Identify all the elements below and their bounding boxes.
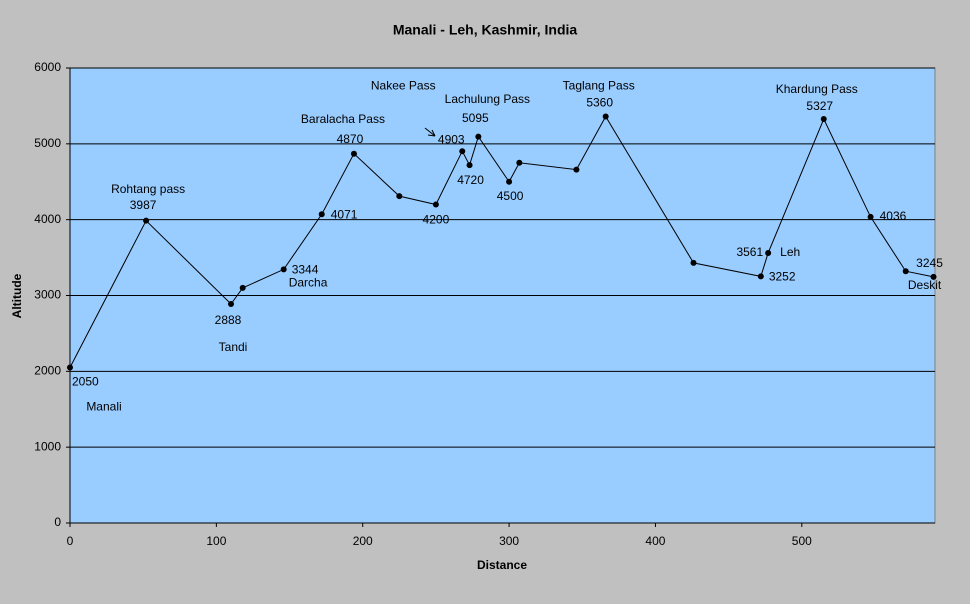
y-tick-label: 3000 <box>34 288 61 302</box>
place-label: Lachulung Pass <box>445 92 530 106</box>
y-tick-label: 2000 <box>34 364 61 378</box>
x-tick-label: 200 <box>353 534 373 548</box>
point <box>820 116 827 123</box>
point <box>930 273 937 280</box>
point <box>757 273 764 280</box>
place-label: Darcha <box>289 276 328 290</box>
data-label: 4200 <box>423 213 450 227</box>
annotation-arrow <box>424 127 436 137</box>
data-label: 5095 <box>462 111 489 125</box>
point <box>67 364 73 371</box>
y-tick-label: 4000 <box>34 212 61 226</box>
y-tick-label: 6000 <box>34 60 61 74</box>
data-label: 2050 <box>72 375 99 389</box>
data-label: 4036 <box>880 209 907 223</box>
data-label: 4500 <box>497 189 524 203</box>
point <box>227 300 234 307</box>
x-tick-label: 400 <box>645 534 665 548</box>
point <box>280 266 287 273</box>
y-tick-label: 0 <box>54 515 61 529</box>
data-label: 2888 <box>215 313 242 327</box>
place-label: Manali <box>86 400 121 414</box>
place-label: Tandi <box>219 340 248 354</box>
point <box>475 133 482 140</box>
data-label: 4071 <box>331 207 358 221</box>
y-axis-title: Altitude <box>10 273 24 318</box>
data-label: 4720 <box>457 173 484 187</box>
y-tick-label: 1000 <box>34 439 61 453</box>
point <box>690 259 697 266</box>
point <box>432 201 439 208</box>
data-label: 4903 <box>438 132 465 146</box>
data-label: 3344 <box>292 263 319 277</box>
place-label: Khardung Pass <box>776 82 858 96</box>
point <box>506 178 513 185</box>
point <box>143 217 150 224</box>
place-label: Baralacha Pass <box>301 112 385 126</box>
data-label: 3245 <box>916 256 943 270</box>
point <box>602 113 609 120</box>
place-label: Deskit <box>908 278 942 292</box>
point <box>239 284 246 291</box>
x-tick-label: 300 <box>499 534 519 548</box>
y-tick-label: 5000 <box>34 136 61 150</box>
point <box>867 213 874 220</box>
data-label: 4870 <box>337 132 364 146</box>
place-label: Nakee Pass <box>371 78 436 92</box>
x-tick-label: 0 <box>67 534 74 548</box>
point <box>902 268 909 275</box>
data-label: 5360 <box>586 96 613 110</box>
chart-title: Manali - Leh, Kashmir, India <box>393 22 578 38</box>
x-axis-title: Distance <box>477 558 527 572</box>
point <box>318 211 325 218</box>
place-label: Taglang Pass <box>563 79 635 93</box>
place-label: Rohtang pass <box>111 182 185 196</box>
point <box>350 150 357 157</box>
point <box>765 249 772 256</box>
data-label: 3252 <box>769 270 796 284</box>
point <box>466 162 473 169</box>
data-label: 3561 <box>736 245 763 259</box>
point <box>573 166 580 173</box>
point <box>396 193 403 200</box>
x-tick-label: 100 <box>206 534 226 548</box>
data-label: 5327 <box>806 99 833 113</box>
x-tick-label: 500 <box>792 534 812 548</box>
point <box>516 159 523 166</box>
point <box>459 148 466 155</box>
place-label: Leh <box>780 245 800 259</box>
data-label: 3987 <box>130 198 157 212</box>
